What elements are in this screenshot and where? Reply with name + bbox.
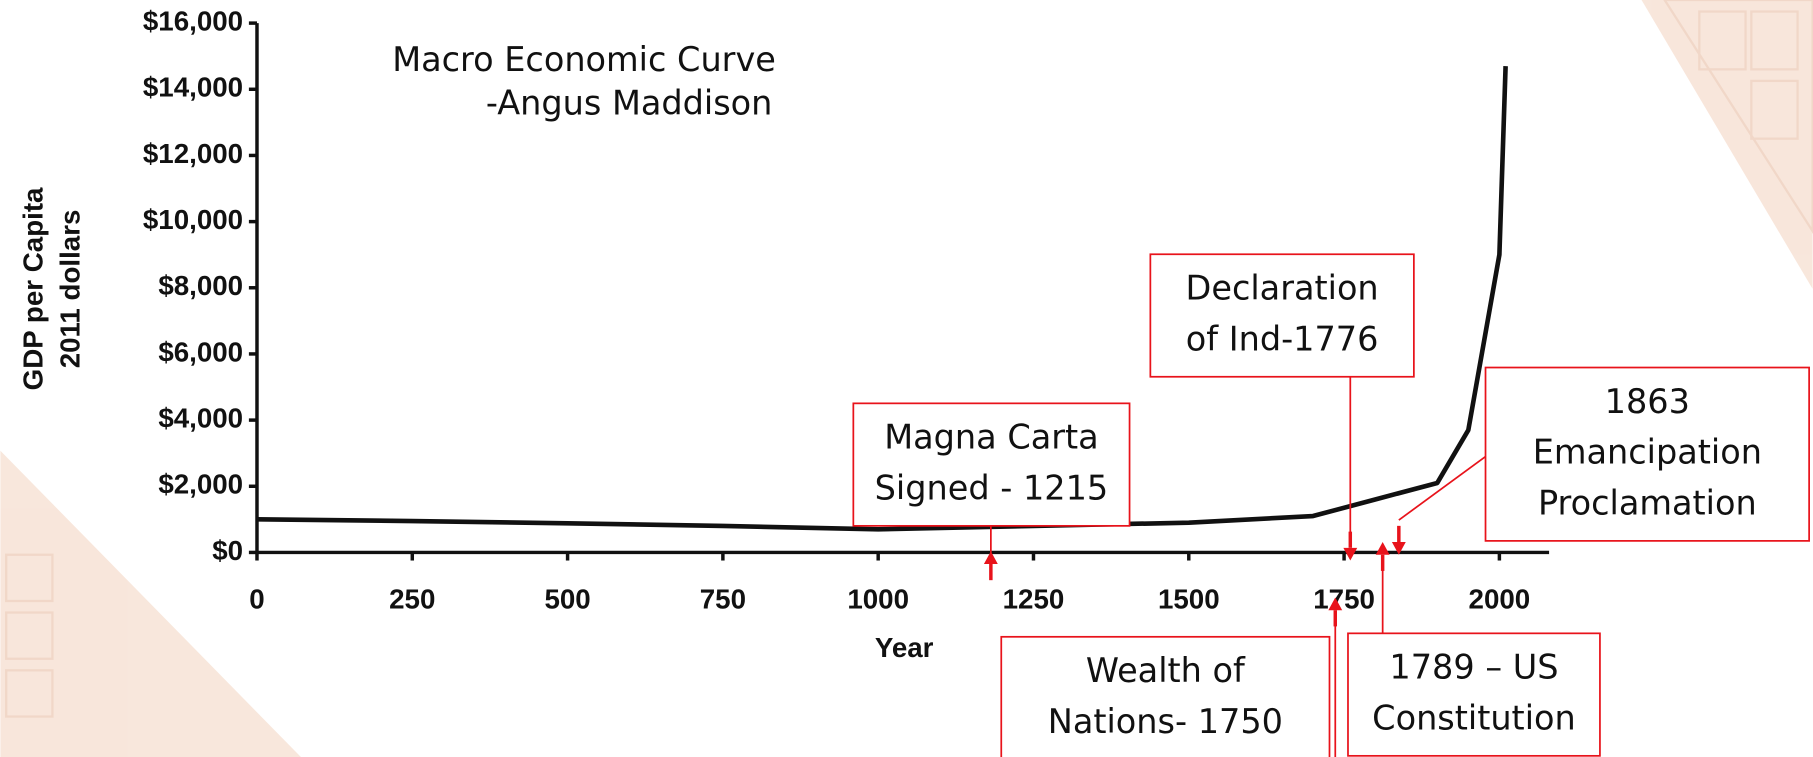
y-tick-label: $10,000 — [143, 204, 243, 235]
x-tick-label: 1750 — [1313, 583, 1375, 614]
annotation-arrowhead — [983, 551, 998, 564]
annotation-text: Proclamation — [1538, 484, 1757, 523]
x-tick-label: 1500 — [1158, 583, 1220, 614]
annotation-text: Constitution — [1372, 699, 1576, 738]
x-tick-label: 0 — [249, 583, 264, 614]
annotation-box — [1149, 253, 1415, 378]
y-axis-label: 2011 dollars — [54, 210, 85, 369]
y-tick-label: $12,000 — [143, 138, 243, 169]
annotation-text: 1789 – US — [1389, 648, 1558, 687]
title: Macro Economic Curve — [392, 40, 776, 79]
annotation-text: Declaration — [1186, 269, 1379, 308]
annotation-box — [1484, 366, 1810, 542]
annotation-arrowhead — [1328, 597, 1343, 611]
x-axis-label: Year — [875, 632, 934, 663]
y-tick-label: $8,000 — [158, 270, 243, 301]
y-tick-label: $0 — [212, 535, 243, 566]
annotation-arrowhead — [1343, 547, 1358, 561]
x-tick-label: 500 — [544, 583, 590, 614]
x-tick-label: 250 — [389, 583, 435, 614]
data-line — [256, 66, 1508, 532]
annotation-text: 1863 — [1605, 382, 1690, 421]
annotation-text: of Ind-1776 — [1186, 319, 1379, 358]
y-tick-label: $14,000 — [143, 72, 243, 103]
title: -Angus Maddison — [486, 84, 773, 123]
annotation-text: Emancipation — [1533, 433, 1762, 472]
annotation-box — [1000, 635, 1331, 757]
annotation-connector — [1398, 455, 1487, 521]
y-tick-label: $2,000 — [158, 469, 243, 500]
y-tick-label: $6,000 — [158, 336, 243, 367]
annotation-arrowhead — [1391, 542, 1406, 555]
y-axis-label: GDP per Capita — [17, 187, 48, 390]
x-tick-label: 2000 — [1469, 583, 1531, 614]
x-tick-label: 1250 — [1003, 583, 1065, 614]
x-tick-label: 1000 — [847, 583, 909, 614]
annotation-box — [1347, 632, 1601, 757]
annotation-text: Signed - 1215 — [875, 469, 1109, 508]
annotation-text: Magna Carta — [884, 418, 1098, 457]
x-tick-label: 750 — [700, 583, 746, 614]
annotation-text: Nations- 1750 — [1048, 702, 1283, 741]
y-tick-label: $16,000 — [143, 5, 243, 36]
annotation-text: Wealth of — [1086, 651, 1246, 690]
y-tick-label: $4,000 — [158, 402, 243, 433]
annotation-arrowhead — [1375, 542, 1390, 555]
